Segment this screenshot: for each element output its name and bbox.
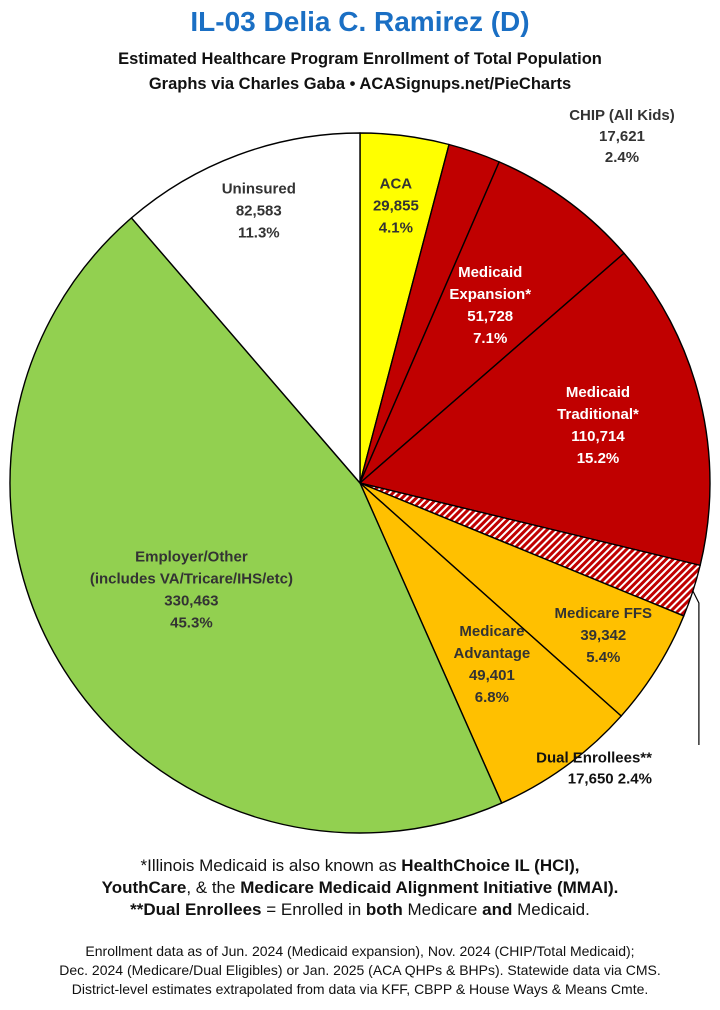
footnote-bold: both <box>365 900 403 919</box>
footnote-bold: **Dual Enrollees <box>130 900 262 919</box>
footnote-bold: and <box>482 900 513 919</box>
chart-subtitle: Estimated Healthcare Program Enrollment … <box>118 50 602 68</box>
slice-label-line: Traditional* <box>557 406 639 423</box>
slice-label-line: 2.4% <box>605 149 639 166</box>
pie-slice-medicare-advantage <box>359 482 622 804</box>
slice-label-employer-other: Employer/Other (includes VA/Tricare/IHS/e… <box>90 549 293 632</box>
footnotes: *Illinois Medicaid is also known as Heal… <box>0 855 720 921</box>
footnote-text: Medicaid. <box>512 900 590 919</box>
pie-labels: ACA 29,855 4.1% CHIP (All Kids) 17,621 2.4% Me… <box>90 107 700 788</box>
footnote-medicaid-names: *Illinois Medicaid is also known as Heal… <box>0 855 720 877</box>
footnote-text: , & the <box>186 878 241 897</box>
slice-label-line: (includes VA/Tricare/IHS/etc) <box>90 571 293 588</box>
slice-label-line: 17,650 2.4% <box>568 771 652 788</box>
slice-label-uninsured: Uninsured 82,583 11.3% <box>222 181 296 242</box>
source-line-3: District-level estimates extrapolated fr… <box>71 981 649 997</box>
slice-label-line: 330,463 <box>164 593 218 610</box>
source-footer: Enrollment data as of Jun. 2024 (Medicai… <box>0 942 720 999</box>
slice-label-medicare-ffs: Medicare FFS 39,342 5.4% <box>555 605 653 666</box>
pie-slices <box>9 132 711 834</box>
slice-label-line: 29,855 <box>373 197 419 214</box>
slice-label-chip-all-kids: CHIP (All Kids) 17,621 2.4% <box>569 107 675 166</box>
footnote-text: *Illinois Medicaid is also known as <box>140 856 402 875</box>
slice-label-line: 17,621 <box>599 128 645 145</box>
slice-label-line: 82,583 <box>236 203 282 220</box>
slice-label-line: Employer/Other <box>135 549 248 566</box>
source-line-2: Dec. 2024 (Medicare/Dual Eligibles) or J… <box>59 962 661 978</box>
slice-label-line: CHIP (All Kids) <box>569 107 675 124</box>
pie-slice-employer-other <box>9 217 503 834</box>
slice-label-line: 6.8% <box>475 689 509 706</box>
slice-label-line: Uninsured <box>222 181 296 198</box>
slice-label-line: 110,714 <box>571 428 625 445</box>
footnote-text: Medicare <box>402 900 483 919</box>
slice-label-line: 45.3% <box>170 615 213 632</box>
footnote-text: = Enrolled in <box>261 900 366 919</box>
slice-label-line: Expansion* <box>449 286 531 303</box>
slice-label-aca: ACA 29,855 4.1% <box>373 175 419 236</box>
chart-title: IL-03 Delia C. Ramirez (D) <box>190 6 530 37</box>
slice-label-line: Medicaid <box>566 384 630 401</box>
slice-label-line: 49,401 <box>469 667 515 684</box>
chart-source-line: Graphs via Charles Gaba • ACASignups.net… <box>148 75 572 93</box>
slice-label-medicaid-traditional: Medicaid Traditional* 110,714 15.2% <box>557 384 639 467</box>
slice-label-line: 5.4% <box>586 649 620 666</box>
slice-label-line: Dual Enrollees** <box>536 750 652 767</box>
slice-label-line: 7.1% <box>473 330 507 347</box>
slice-label-line: 4.1% <box>379 219 413 236</box>
slice-label-line: 11.3% <box>238 225 280 242</box>
slice-label-line: Medicare FFS <box>555 605 653 622</box>
source-line-1: Enrollment data as of Jun. 2024 (Medicai… <box>85 943 635 959</box>
slice-label-line: 39,342 <box>580 627 626 644</box>
footnote-bold: Medicare Medicaid Alignment Initiative (… <box>240 878 619 897</box>
slice-label-medicare-advantage: Medicare Advantage 49,401 6.8% <box>454 623 531 706</box>
slice-label-line: Advantage <box>454 645 531 662</box>
footnote-medicaid-names-2: YouthCare, & the Medicare Medicaid Align… <box>0 877 720 899</box>
dual-enrollees-leader-line <box>692 590 700 745</box>
footnote-bold: HealthChoice IL (HCI), <box>401 856 580 875</box>
slice-label-line: Medicaid <box>458 264 522 281</box>
slice-label-medicaid-expansion: Medicaid Expansion* 51,728 7.1% <box>449 264 531 347</box>
slice-label-line: 51,728 <box>467 308 513 325</box>
pie-slice-uninsured <box>130 132 361 484</box>
slice-label-dual-enrollees: Dual Enrollees** 17,650 2.4% <box>536 750 652 788</box>
footnote-dual-enrollees: **Dual Enrollees = Enrolled in both Medi… <box>0 899 720 921</box>
slice-label-line: ACA <box>380 175 413 192</box>
footnote-bold: YouthCare <box>101 878 187 897</box>
slice-label-line: Medicare <box>459 623 524 640</box>
slice-label-line: 15.2% <box>577 450 620 467</box>
pie-slice-medicaid-traditional <box>359 252 711 567</box>
pie-slice-medicaid-expansion <box>359 161 625 484</box>
pie-chart: ACA 29,855 4.1% CHIP (All Kids) 17,621 2.4% Me… <box>9 107 711 834</box>
